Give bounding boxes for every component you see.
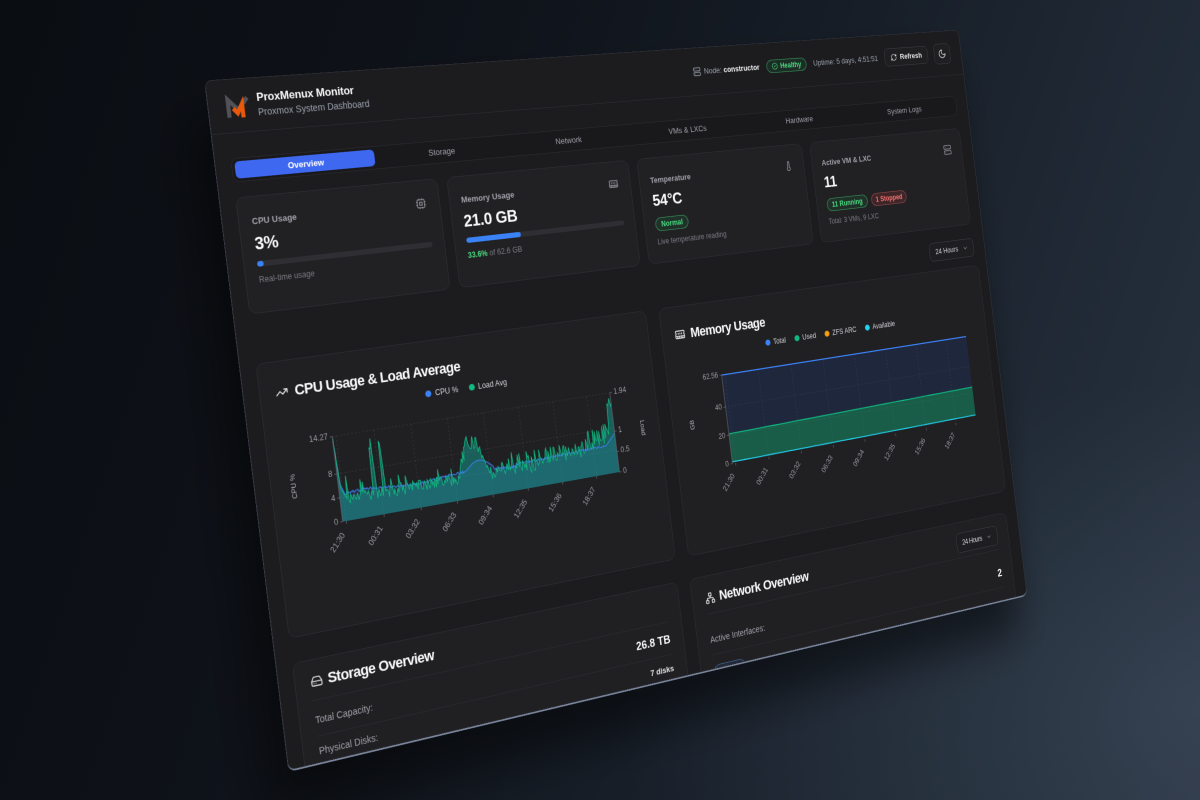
svg-text:8: 8 [328,469,334,480]
svg-text:1.94: 1.94 [613,385,627,396]
svg-text:40: 40 [715,402,723,412]
svg-text:18:37: 18:37 [943,431,956,451]
svg-text:00:31: 00:31 [755,465,770,486]
svg-text:0: 0 [623,465,628,475]
svg-text:03:32: 03:32 [788,459,803,480]
svg-text:Load: Load [638,419,647,435]
svg-text:06:33: 06:33 [440,510,458,533]
svg-text:00:31: 00:31 [366,524,384,547]
svg-text:09:34: 09:34 [477,504,494,527]
svg-text:1: 1 [618,425,623,435]
svg-text:21:30: 21:30 [328,531,347,555]
svg-text:09:34: 09:34 [852,448,866,468]
svg-text:14.27: 14.27 [308,431,328,444]
svg-text:18:37: 18:37 [581,485,597,507]
svg-text:CPU %: CPU % [288,473,299,499]
svg-text:21:30: 21:30 [721,472,736,493]
svg-text:4: 4 [331,493,337,504]
svg-text:0: 0 [725,459,730,468]
svg-text:20: 20 [718,431,726,441]
svg-text:12:35: 12:35 [883,442,897,462]
svg-text:03:32: 03:32 [404,517,422,540]
svg-text:62.56: 62.56 [702,370,719,381]
svg-text:0.5: 0.5 [620,444,630,455]
svg-text:15:36: 15:36 [547,491,564,513]
svg-text:0: 0 [333,517,339,528]
svg-text:12:35: 12:35 [512,497,529,519]
svg-text:15:36: 15:36 [913,436,927,456]
svg-text:GB: GB [688,419,696,430]
svg-text:06:33: 06:33 [820,453,834,474]
